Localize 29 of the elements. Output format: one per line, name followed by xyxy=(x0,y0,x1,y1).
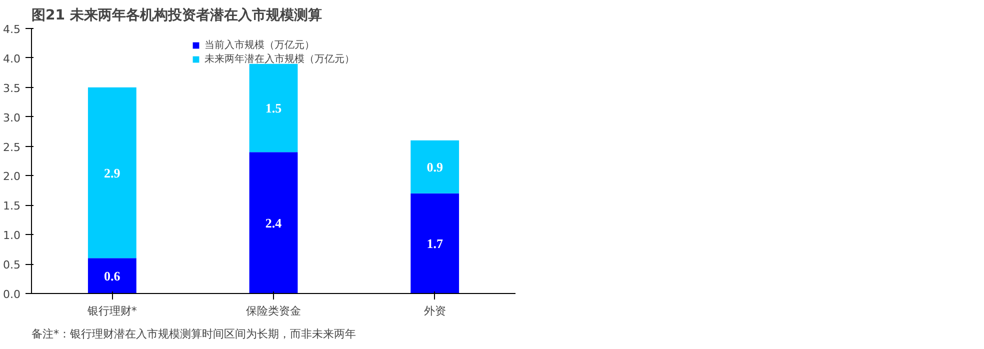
y-tick-label: 2.5 xyxy=(3,140,21,154)
bar xyxy=(88,258,136,294)
x-tick-label: 保险类资金 xyxy=(246,304,301,318)
bar xyxy=(410,140,460,194)
y-tick-label: 0.5 xyxy=(3,258,21,272)
data-label: 2.4 xyxy=(265,215,282,230)
y-tick-label: 3.5 xyxy=(3,82,21,95)
y-tick-label: 4.0 xyxy=(3,52,21,66)
y-tick-label: 0.0 xyxy=(3,288,21,301)
data-label: 0.6 xyxy=(104,268,121,284)
x-tick-label: 外资 xyxy=(424,304,446,318)
data-label: 2.9 xyxy=(104,165,121,180)
y-tick-label: 3.0 xyxy=(3,111,21,124)
bar xyxy=(88,87,136,258)
y-tick-label: 2.0 xyxy=(3,170,21,184)
legend-label: 未来两年潜在入市规模（万亿元） xyxy=(204,52,354,66)
x-tick-label: 银行理财* xyxy=(86,304,138,318)
data-label: 1.7 xyxy=(426,236,444,251)
bar xyxy=(410,193,460,294)
data-label: 0.9 xyxy=(426,159,444,174)
bar xyxy=(249,152,298,294)
y-tick-label: 1.5 xyxy=(3,200,21,213)
legend-label: 当前入市规模（万亿元） xyxy=(204,38,314,52)
bar xyxy=(249,64,298,152)
data-label: 1.5 xyxy=(265,100,282,116)
y-tick-label: 4.5 xyxy=(3,23,21,36)
chart-title: 图21 未来两年各机构投资者潜在入市规模测算 xyxy=(32,6,322,24)
y-tick-label: 1.0 xyxy=(3,229,21,242)
text: 备注*：银行理财潜在入市规模测算时间区间为长期，而非未来两年 xyxy=(32,328,356,340)
